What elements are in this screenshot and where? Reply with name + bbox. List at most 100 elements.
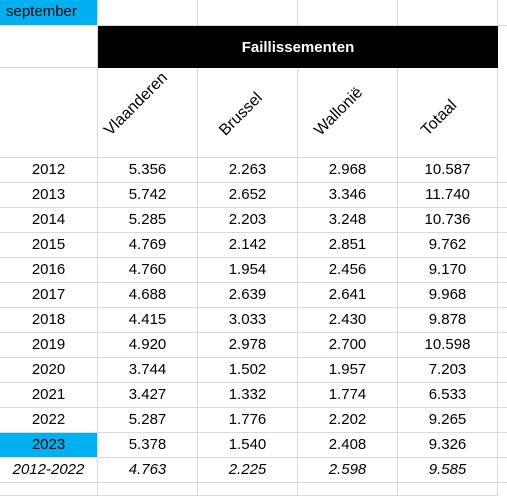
- empty-cell[interactable]: [498, 283, 507, 308]
- empty-cell[interactable]: [498, 358, 507, 383]
- value-cell[interactable]: 9.326: [398, 433, 498, 458]
- value-cell[interactable]: 2.430: [298, 308, 398, 333]
- year-cell[interactable]: 2018: [0, 308, 98, 333]
- value-cell[interactable]: 7.203: [398, 358, 498, 383]
- year-cell[interactable]: 2021: [0, 383, 98, 408]
- value-cell[interactable]: 2.968: [298, 158, 398, 183]
- empty-cell[interactable]: [498, 408, 507, 433]
- value-cell[interactable]: 4.688: [98, 283, 198, 308]
- column-header-brussel[interactable]: Brussel: [198, 68, 298, 158]
- empty-cell[interactable]: [398, 0, 498, 26]
- value-cell[interactable]: 10.598: [398, 333, 498, 358]
- year-cell[interactable]: 2022: [0, 408, 98, 433]
- year-cell[interactable]: 2016: [0, 258, 98, 283]
- value-cell[interactable]: 2.851: [298, 233, 398, 258]
- value-cell[interactable]: 9.170: [398, 258, 498, 283]
- cell-value: 4.415: [128, 311, 167, 328]
- empty-cell[interactable]: [498, 183, 507, 208]
- value-cell[interactable]: 9.762: [398, 233, 498, 258]
- value-cell[interactable]: 1.954: [198, 258, 298, 283]
- empty-cell[interactable]: [498, 158, 507, 183]
- empty-cell[interactable]: [298, 0, 398, 26]
- value-cell[interactable]: 2.652: [198, 183, 298, 208]
- value-cell[interactable]: 3.033: [198, 308, 298, 333]
- value-cell[interactable]: 2.700: [298, 333, 398, 358]
- value-cell[interactable]: 2.263: [198, 158, 298, 183]
- value-cell[interactable]: 5.742: [98, 183, 198, 208]
- value-cell[interactable]: 1.774: [298, 383, 398, 408]
- year-cell[interactable]: 2012: [0, 158, 98, 183]
- value-cell[interactable]: 3.427: [98, 383, 198, 408]
- empty-cell[interactable]: [498, 333, 507, 358]
- empty-cell[interactable]: [198, 0, 298, 26]
- value-cell[interactable]: 2.598: [298, 458, 398, 483]
- value-cell[interactable]: 2.639: [198, 283, 298, 308]
- empty-cell[interactable]: [98, 483, 198, 496]
- value-cell[interactable]: 9.968: [398, 283, 498, 308]
- empty-cell[interactable]: [0, 68, 98, 158]
- value-cell[interactable]: 10.587: [398, 158, 498, 183]
- value-cell[interactable]: 2.202: [298, 408, 398, 433]
- year-cell[interactable]: 2013: [0, 183, 98, 208]
- year-cell[interactable]: 2023: [0, 433, 98, 458]
- value-cell[interactable]: 3.248: [298, 208, 398, 233]
- empty-cell[interactable]: [498, 258, 507, 283]
- empty-cell[interactable]: [498, 433, 507, 458]
- year-cell[interactable]: 2017: [0, 283, 98, 308]
- value-cell[interactable]: 10.736: [398, 208, 498, 233]
- empty-cell[interactable]: [298, 483, 398, 496]
- year-cell[interactable]: 2019: [0, 333, 98, 358]
- value-cell[interactable]: 9.585: [398, 458, 498, 483]
- column-header-vlaanderen[interactable]: Vlaanderen: [98, 68, 198, 158]
- empty-cell[interactable]: [398, 483, 498, 496]
- value-cell[interactable]: 2.408: [298, 433, 398, 458]
- empty-cell[interactable]: [498, 308, 507, 333]
- value-cell[interactable]: 3.346: [298, 183, 398, 208]
- value-cell[interactable]: 5.378: [98, 433, 198, 458]
- empty-cell[interactable]: [498, 0, 507, 26]
- value-cell[interactable]: 1.957: [298, 358, 398, 383]
- year-cell[interactable]: 2014: [0, 208, 98, 233]
- value-cell[interactable]: 1.502: [198, 358, 298, 383]
- value-cell[interactable]: 4.763: [98, 458, 198, 483]
- value-cell[interactable]: 4.769: [98, 233, 198, 258]
- year-label: 2020: [31, 361, 66, 378]
- value-cell[interactable]: 2.142: [198, 233, 298, 258]
- empty-cell[interactable]: [98, 0, 198, 26]
- year-cell[interactable]: 2015: [0, 233, 98, 258]
- empty-cell[interactable]: [0, 483, 98, 496]
- value-cell[interactable]: 2.203: [198, 208, 298, 233]
- value-cell[interactable]: 6.533: [398, 383, 498, 408]
- value-cell[interactable]: 9.265: [398, 408, 498, 433]
- value-cell[interactable]: 2.641: [298, 283, 398, 308]
- empty-cell[interactable]: [0, 26, 98, 68]
- empty-cell[interactable]: [498, 233, 507, 258]
- year-cell[interactable]: 2020: [0, 358, 98, 383]
- year-cell[interactable]: 2012-2022: [0, 458, 98, 483]
- value-cell[interactable]: 11.740: [398, 183, 498, 208]
- year-label: 2012-2022: [12, 461, 85, 478]
- value-cell[interactable]: 3.744: [98, 358, 198, 383]
- value-cell[interactable]: 2.225: [198, 458, 298, 483]
- value-cell[interactable]: 4.760: [98, 258, 198, 283]
- value-cell[interactable]: 2.456: [298, 258, 398, 283]
- column-header-wallonie[interactable]: Wallonië: [298, 68, 398, 158]
- value-cell[interactable]: 1.540: [198, 433, 298, 458]
- value-cell[interactable]: 5.287: [98, 408, 198, 433]
- value-cell[interactable]: 2.978: [198, 333, 298, 358]
- value-cell[interactable]: 4.920: [98, 333, 198, 358]
- value-cell[interactable]: 4.415: [98, 308, 198, 333]
- empty-cell[interactable]: [198, 483, 298, 496]
- value-cell[interactable]: 1.332: [198, 383, 298, 408]
- faillissementen-header[interactable]: Faillissementen: [98, 26, 498, 68]
- empty-cell[interactable]: [498, 208, 507, 233]
- empty-cell[interactable]: [498, 458, 507, 483]
- value-cell[interactable]: 9.878: [398, 308, 498, 333]
- value-cell[interactable]: 5.285: [98, 208, 198, 233]
- value-cell[interactable]: 1.776: [198, 408, 298, 433]
- value-cell[interactable]: 5.356: [98, 158, 198, 183]
- empty-cell[interactable]: [498, 383, 507, 408]
- column-header-totaal[interactable]: Totaal: [398, 68, 498, 158]
- month-label-cell[interactable]: september: [0, 0, 98, 26]
